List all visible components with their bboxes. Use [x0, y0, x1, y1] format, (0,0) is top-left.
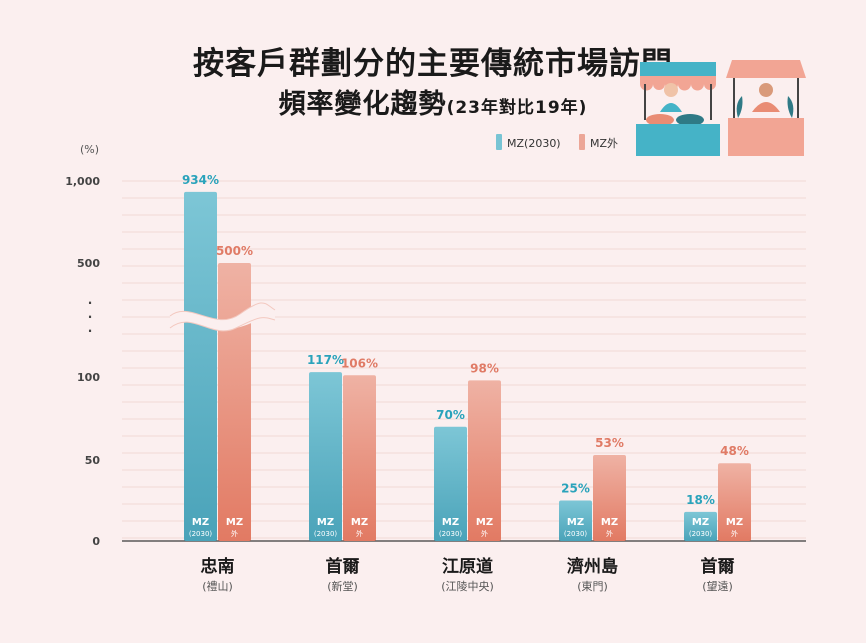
- chart-subtitle-main: 頻率變化趨勢: [278, 89, 447, 120]
- bar-inner-label-top: MZ: [567, 517, 584, 528]
- category-label: 濟州島: [567, 556, 618, 577]
- bar-inner-label-top: MZ: [601, 517, 618, 528]
- category-sublabel: (望遠): [702, 580, 733, 593]
- bar-inner-label-top: MZ: [726, 517, 743, 528]
- bar-mz-out: [718, 463, 751, 541]
- axis-break-wave-edge: [169, 317, 276, 332]
- bar-mz-out: [593, 455, 626, 541]
- bar-inner-label-bottom: (2030): [189, 530, 213, 538]
- bar-mz2030: [684, 511, 717, 541]
- legend-label-mz2030: MZ(2030): [507, 137, 561, 150]
- bar-inner-label-top: MZ: [317, 517, 334, 528]
- bar-inner-label-bottom: (2030): [314, 530, 338, 538]
- category-label: 首爾: [701, 556, 735, 577]
- y-axis-unit-label: (%): [80, 143, 99, 156]
- bar-inner-label-bottom: 外: [481, 529, 488, 538]
- bar-inner-label-bottom: 外: [356, 529, 363, 538]
- bar-inner-label-bottom: (2030): [439, 530, 463, 538]
- data-label: 934%: [182, 173, 219, 187]
- chart-title: 按客戶群劃分的主要傳統市場訪問: [193, 46, 673, 82]
- data-label: 500%: [216, 244, 253, 258]
- bar-mz-out: [468, 380, 501, 541]
- bar-mz-out: [343, 375, 376, 541]
- data-label: 48%: [720, 444, 749, 458]
- y-tick-label: 1,000: [65, 175, 100, 188]
- data-label: 106%: [341, 356, 378, 370]
- axis-break-wave: [170, 302, 275, 331]
- bar-inner-label-top: MZ: [351, 517, 368, 528]
- legend: MZ(2030) MZ外: [496, 134, 618, 150]
- bar-mz-out: [218, 263, 251, 541]
- chart-subtitle-period: (23年對比19年): [446, 98, 588, 118]
- y-axis-tick-labels: 1,000500100500...: [65, 175, 100, 548]
- x-axis-category-labels: 忠南 (禮山) 首爾 (新堂) 江原道 (江陵中央) 濟州島 (東門) 首爾 (望遠): [201, 556, 735, 593]
- category-sublabel: (東門): [577, 580, 608, 593]
- bar-inner-label-top: MZ: [442, 517, 459, 528]
- bar-inner-label-top: MZ: [226, 517, 243, 528]
- data-label: 18%: [686, 493, 715, 507]
- data-label: 117%: [307, 353, 344, 367]
- category-label: 首爾: [326, 556, 360, 577]
- bar-inner-label-top: MZ: [192, 517, 209, 528]
- bar-inner-label-top: MZ: [692, 517, 709, 528]
- data-label: 98%: [470, 361, 499, 375]
- axis-break-dot: .: [88, 293, 93, 307]
- y-tick-label: 100: [77, 371, 100, 384]
- data-label: 70%: [436, 408, 465, 422]
- data-label: 53%: [595, 436, 624, 450]
- axis-break-wave-edge: [169, 302, 276, 321]
- axis-break-dot: .: [88, 307, 93, 321]
- legend-swatch-mz2030: [496, 134, 502, 150]
- data-label: 25%: [561, 482, 590, 496]
- category-sublabel: (江陵中央): [441, 580, 494, 593]
- bar-inner-label-bottom: 外: [231, 529, 238, 538]
- bar-inner-label-top: MZ: [476, 517, 493, 528]
- legend-label-mz-out: MZ外: [590, 137, 618, 150]
- market-stall-illustration-left: [636, 62, 720, 156]
- bar-inner-label-bottom: 外: [731, 529, 738, 538]
- category-sublabel: (禮山): [202, 580, 233, 593]
- bar-mz2030: [309, 372, 342, 541]
- axis-break-dot: .: [88, 321, 93, 335]
- y-tick-label: 0: [92, 535, 100, 548]
- chart-subtitle: 頻率變化趨勢(23年對比19年): [0, 82, 866, 121]
- y-tick-label: 500: [77, 257, 100, 270]
- bar-inner-label-bottom: 外: [606, 529, 613, 538]
- category-label: 忠南: [201, 556, 235, 577]
- category-label: 江原道: [442, 556, 493, 577]
- market-stall-illustration-right: [726, 60, 806, 156]
- category-sublabel: (新堂): [327, 579, 358, 593]
- bars: 934%MZ(2030)500%MZ外117%MZ(2030)106%MZ外70…: [169, 173, 751, 541]
- bar-mz2030: [434, 426, 467, 541]
- bar-mz2030: [184, 191, 217, 541]
- y-tick-label: 50: [85, 454, 101, 467]
- legend-swatch-mz-out: [579, 134, 585, 150]
- bar-inner-label-bottom: (2030): [689, 530, 713, 538]
- bar-mz2030: [559, 500, 592, 541]
- bar-inner-label-bottom: (2030): [564, 530, 588, 538]
